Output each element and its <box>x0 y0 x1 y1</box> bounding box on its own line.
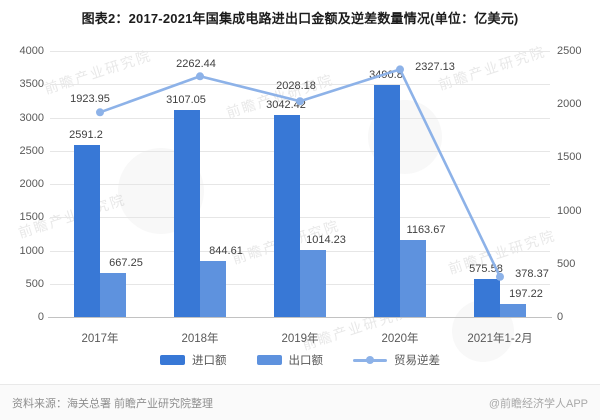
import-value-label: 3490.8 <box>369 68 403 81</box>
export-value-label: 197.22 <box>509 287 543 300</box>
import-bar <box>174 110 200 317</box>
gridline <box>50 217 550 219</box>
export-bar <box>300 249 326 317</box>
import-swatch-icon <box>160 355 185 365</box>
footer-bar: 资料来源：海关总署 前瞻产业研究院整理 @前瞻经济学人APP <box>0 384 600 420</box>
data-source-text: 资料来源：海关总署 前瞻产业研究院整理 <box>12 397 214 410</box>
deficit-value-label: 378.37 <box>515 267 549 280</box>
gridline <box>50 150 550 152</box>
x-axis-label: 2019年 <box>281 333 319 345</box>
gridline <box>50 117 550 119</box>
import-bar <box>374 84 400 317</box>
legend-item-deficit: 贸易逆差 <box>353 352 440 368</box>
x-axis-label: 2021年1-2月 <box>467 333 533 345</box>
import-bar <box>274 114 300 317</box>
watermark-text: 前瞻产业研究院 <box>42 47 154 97</box>
import-value-label: 3107.05 <box>166 94 206 107</box>
credit-text: @前瞻经济学人APP <box>488 397 588 410</box>
gridline <box>50 184 550 185</box>
export-swatch-icon <box>256 355 282 365</box>
export-bar <box>400 239 426 317</box>
left-axis-tick: 1000 <box>19 244 44 257</box>
chart-legend: 进口额 出口额 贸易逆差 <box>0 352 600 368</box>
export-value-label: 1163.67 <box>406 223 446 236</box>
left-axis-tick: 1500 <box>19 211 44 224</box>
export-bar <box>100 272 126 317</box>
export-value-label: 1014.23 <box>306 233 346 246</box>
legend-label: 出口额 <box>288 355 324 367</box>
right-axis-tick: 2000 <box>557 98 582 111</box>
legend-item-import: 进口额 <box>160 352 227 368</box>
left-axis-tick: 3500 <box>19 78 44 91</box>
legend-label: 进口额 <box>192 355 227 367</box>
deficit-value-label: 2028.18 <box>276 80 316 93</box>
right-axis-tick: 2500 <box>557 45 582 57</box>
x-axis-label: 2020年 <box>381 333 419 345</box>
import-value-label: 575.58 <box>469 262 503 275</box>
legend-item-export: 出口额 <box>256 352 324 368</box>
left-axis-tick: 3000 <box>19 111 44 124</box>
legend-label: 贸易逆差 <box>394 355 440 367</box>
x-axis-line <box>48 317 552 318</box>
left-axis-tick: 4000 <box>19 45 44 57</box>
export-value-label: 844.61 <box>209 244 243 257</box>
import-value-label: 3042.42 <box>266 98 306 111</box>
import-value-label: 2591.2 <box>69 128 103 141</box>
gridline <box>50 51 550 52</box>
left-axis-tick: 500 <box>25 277 44 290</box>
export-bar <box>500 303 526 317</box>
deficit-value-label: 1923.95 <box>70 93 110 106</box>
left-axis-tick: 0 <box>37 311 44 323</box>
deficit-value-label: 2262.44 <box>176 58 216 71</box>
right-axis-tick: 0 <box>557 311 564 323</box>
x-axis-label: 2017年 <box>81 333 119 345</box>
deficit-value-label: 2327.13 <box>415 61 455 74</box>
deficit-line-icon <box>353 355 387 365</box>
import-bar <box>74 144 100 317</box>
export-bar <box>200 260 226 317</box>
left-axis-tick: 2000 <box>19 178 44 190</box>
right-axis-tick: 500 <box>557 257 576 270</box>
right-axis-tick: 1500 <box>557 151 582 164</box>
chart-title: 图表2：2017-2021年国集成电路进出口金额及逆差数量情况(单位：亿美元) <box>81 11 519 26</box>
right-axis-tick: 1000 <box>557 204 582 217</box>
left-axis-tick: 2500 <box>19 144 44 157</box>
export-value-label: 667.25 <box>109 256 143 269</box>
import-bar <box>474 278 500 317</box>
x-axis-label: 2018年 <box>181 333 219 345</box>
